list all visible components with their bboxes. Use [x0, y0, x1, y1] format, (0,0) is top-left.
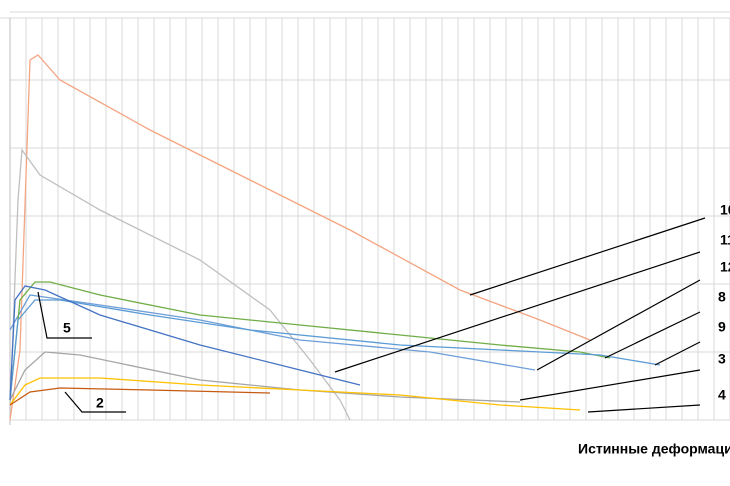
callout-line	[334, 251, 701, 373]
callout-line	[37, 291, 92, 339]
legend-label: 11	[720, 232, 730, 248]
x-axis-label: Истинные деформации	[578, 441, 730, 457]
line-series	[9, 285, 361, 401]
legend-label: 9	[718, 319, 726, 335]
callout-line	[536, 279, 701, 371]
line-series	[9, 54, 591, 421]
line-series	[9, 387, 271, 406]
line-series	[9, 294, 536, 371]
legend-label: 4	[718, 387, 726, 403]
legend-label: 5	[63, 320, 71, 336]
legend-label: 12	[720, 259, 730, 275]
callout-line	[587, 404, 701, 413]
legend-label: 8	[718, 289, 726, 305]
callout-line	[64, 391, 126, 413]
legend-label: 10	[720, 202, 730, 218]
callout-line	[469, 217, 706, 296]
callout-line	[519, 369, 701, 401]
line-series	[9, 351, 521, 403]
line-series	[9, 299, 661, 401]
legend-label: 2	[96, 395, 104, 411]
callout-line	[654, 341, 701, 366]
line-series	[9, 377, 581, 411]
callout-line	[604, 311, 701, 359]
legend-label: 3	[718, 351, 726, 367]
line-series	[9, 281, 611, 401]
line-series	[9, 148, 351, 421]
